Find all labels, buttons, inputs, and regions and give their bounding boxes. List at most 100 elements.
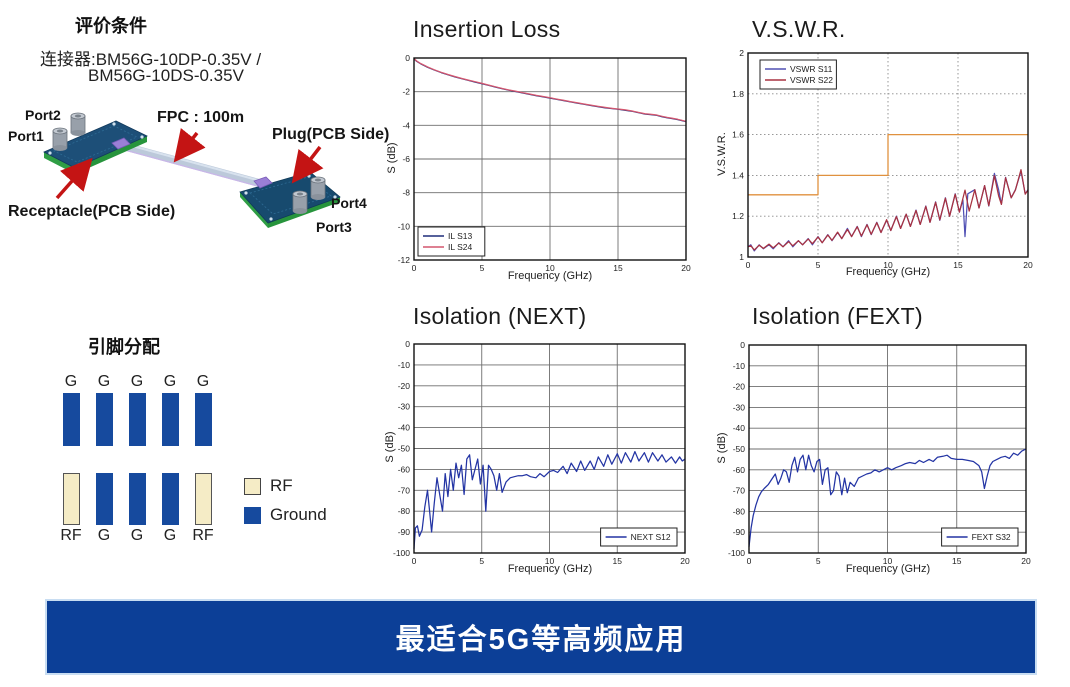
plug-fpc-connector <box>253 176 273 189</box>
isolation-next-title: Isolation (NEXT) <box>413 303 587 329</box>
pcb-illustration <box>43 112 341 228</box>
pin-ground <box>128 473 146 525</box>
y-tick-label: -10 <box>398 360 411 370</box>
pin-wrap: RF <box>192 473 214 547</box>
y-tick-label: 1.2 <box>732 211 744 221</box>
pin-wrap: G <box>161 371 179 446</box>
plot-border <box>413 343 686 554</box>
y-tick-label: -50 <box>733 444 746 454</box>
pin-row-bottom: RF G G G RF <box>60 473 214 547</box>
y-tick-label: 1.8 <box>732 89 744 99</box>
pin-ground <box>161 393 179 446</box>
y-tick-label: -100 <box>393 548 410 558</box>
connector-model-line2: BM56G-10DS-0.35V <box>88 66 244 85</box>
fpc-label: FPC : 100m <box>157 109 245 126</box>
fpc-ribbon <box>121 142 261 188</box>
pin-rf <box>194 473 212 525</box>
plug-label: Plug(PCB Side) <box>272 126 390 143</box>
x-tick-label: 15 <box>613 263 623 273</box>
x-tick-label: 5 <box>479 556 484 566</box>
y-tick-label: -90 <box>733 527 746 537</box>
plug-arrow <box>291 145 324 184</box>
x-tick-label: 15 <box>952 556 962 566</box>
pin-label: G <box>97 527 111 544</box>
pin-label: G <box>64 373 78 390</box>
legend-label: FEXT S32 <box>972 532 1011 542</box>
pin-label: G <box>130 373 144 390</box>
pin-label: RF <box>192 527 214 544</box>
y-tick-label: -8 <box>402 188 410 198</box>
y-tick-label: -90 <box>398 527 411 537</box>
rf-legend-label: RF <box>270 476 293 495</box>
y-tick-label: -60 <box>398 464 411 474</box>
port1-label: Port1 <box>8 128 44 144</box>
legend-box <box>759 59 837 90</box>
isolation-fext-title: Isolation (FEXT) <box>752 303 923 329</box>
port4-label: Port4 <box>331 195 367 211</box>
x-tick-label: 20 <box>1021 556 1031 566</box>
pin-wrap: G <box>95 371 113 446</box>
bottom-banner: 最适合5G等高频应用 <box>45 599 1037 675</box>
x-tick-label: 0 <box>412 263 417 273</box>
y-tick-label: -80 <box>398 506 411 516</box>
y-tick-label: -4 <box>402 120 410 130</box>
legend-box <box>600 527 678 547</box>
ground-swatch <box>244 506 261 524</box>
y-tick-label: -100 <box>728 548 745 558</box>
x-tick-label: 0 <box>746 260 751 270</box>
y-tick-label: -70 <box>398 485 411 495</box>
x-tick-label: 15 <box>953 260 963 270</box>
pin-wrap: G <box>62 371 80 446</box>
port1-connector <box>52 127 68 151</box>
plot-border <box>748 344 1027 554</box>
pin-label: G <box>163 527 177 544</box>
receptacle-arrow <box>55 157 93 200</box>
y-tick-label: -20 <box>398 381 411 391</box>
pin-wrap: RF <box>60 473 82 547</box>
y-tick-label: -10 <box>733 361 746 371</box>
x-tick-label: 10 <box>883 556 893 566</box>
insertion-loss-title: Insertion Loss <box>413 16 561 42</box>
y-tick-label: 0 <box>740 340 745 350</box>
series-fext-s32 <box>748 448 1027 547</box>
vswr-xlabel: Frequency (GHz) <box>845 266 931 278</box>
x-tick-label: 10 <box>545 263 555 273</box>
isolation-fext-plot: 0 5 10 15 20 0 -10 -20 -30 -40 -50 -60 -70 -80 -90 -100… <box>728 340 1031 566</box>
pin-label: G <box>163 373 177 390</box>
x-tick-label: 5 <box>480 263 485 273</box>
legend-label: VSWR S22 <box>790 75 833 85</box>
y-tick-label: 0 <box>405 53 410 63</box>
y-tick-label: 1.6 <box>732 130 744 140</box>
y-tick-label: -40 <box>398 423 411 433</box>
receptacle-fpc-connector <box>111 137 131 150</box>
y-tick-label: 1.4 <box>732 170 744 180</box>
test-board-figure: Port2 Port1 FPC : 100m Plug(PCB Side) Re… <box>0 95 389 260</box>
legend-label: IL S24 <box>448 242 473 252</box>
port2-connector <box>70 112 86 136</box>
y-tick-label: -70 <box>733 486 746 496</box>
pin-ground <box>95 473 113 525</box>
isolation-fext-ylabel: S (dB) <box>716 432 728 464</box>
y-tick-label: -60 <box>733 465 746 475</box>
evaluation-title: 评价条件 <box>75 16 147 36</box>
pin-label: RF <box>60 527 82 544</box>
legend-label: VSWR S11 <box>790 64 833 74</box>
legend-label: NEXT S12 <box>631 532 671 542</box>
pin-wrap: G <box>194 371 212 446</box>
x-tick-label: 10 <box>883 260 893 270</box>
series-next-s12 <box>413 450 686 549</box>
receptacle-label: Receptacle(PCB Side) <box>8 203 176 220</box>
banner-text: 最适合5G等高频应用 <box>395 624 687 656</box>
y-tick-label: -40 <box>733 423 746 433</box>
x-tick-label: 20 <box>1023 260 1033 270</box>
vswr-ylabel: V.S.W.R. <box>716 132 728 176</box>
port2-label: Port2 <box>25 107 61 123</box>
y-tick-label: -20 <box>733 382 746 392</box>
y-tick-label: -12 <box>398 255 411 265</box>
y-tick-label: 0 <box>405 339 410 349</box>
x-tick-label: 0 <box>747 556 752 566</box>
pin-ground <box>194 393 212 446</box>
pin-legend-rf-row: RF <box>244 476 327 496</box>
